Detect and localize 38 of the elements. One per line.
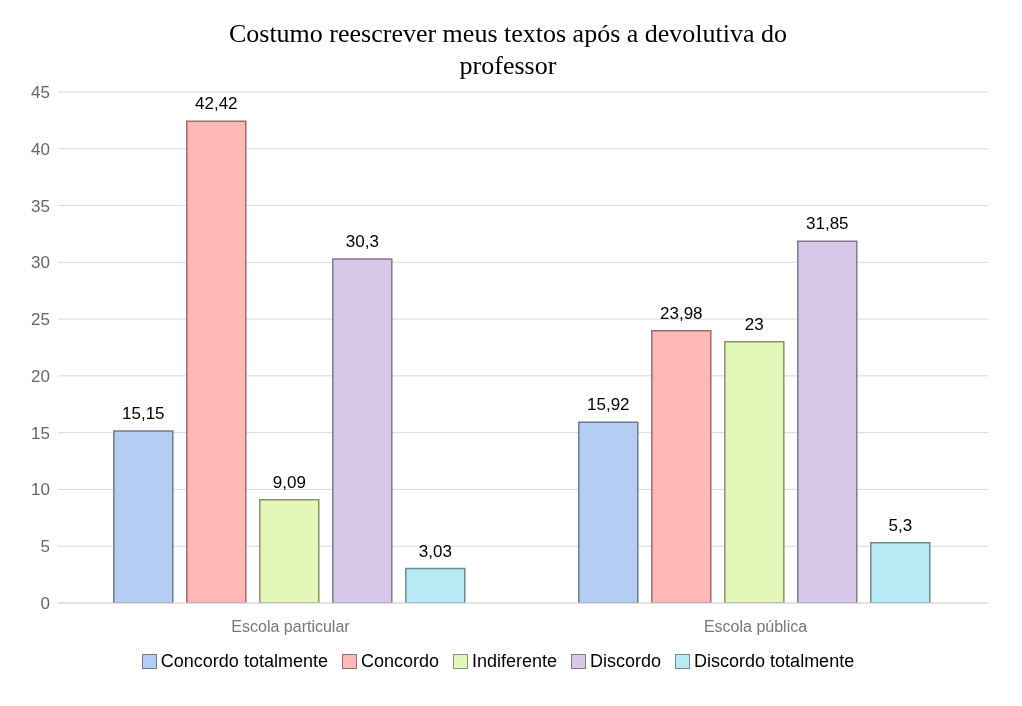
data-label: 9,09 xyxy=(272,472,306,492)
bar xyxy=(405,567,466,603)
legend-label: Discordo totalmente xyxy=(693,651,855,672)
bar xyxy=(259,499,320,603)
y-tick-label: 40 xyxy=(31,139,50,159)
y-tick-label: 30 xyxy=(31,253,50,273)
y-tick-label: 45 xyxy=(31,83,50,103)
data-label: 23 xyxy=(744,314,764,334)
bar xyxy=(870,542,931,603)
data-label: 15,92 xyxy=(587,395,630,415)
legend-label: Indiferente xyxy=(471,651,558,672)
x-tick-label: Escola particular xyxy=(231,618,351,636)
chart-title: Costumo reescrever meus textos após a devolutiva do professor xyxy=(227,18,789,82)
data-label: 30,3 xyxy=(345,231,379,251)
legend-label: Concordo totalmente xyxy=(159,651,328,672)
data-label: 15,15 xyxy=(122,403,165,423)
legend-label: Concordo xyxy=(359,651,439,672)
bar xyxy=(186,120,247,603)
y-tick-label: 20 xyxy=(31,366,50,386)
bar xyxy=(651,329,712,603)
bar xyxy=(578,421,639,603)
data-label: 5,3 xyxy=(888,515,913,535)
y-tick-label: 5 xyxy=(40,537,50,557)
bar xyxy=(797,240,858,603)
y-tick-label: 15 xyxy=(31,423,50,443)
data-label: 42,42 xyxy=(195,94,238,114)
y-tick-label: 10 xyxy=(31,480,50,500)
y-tick-label: 35 xyxy=(31,196,50,216)
bar xyxy=(724,341,785,603)
data-label: 31,85 xyxy=(806,214,849,234)
bar xyxy=(113,430,174,603)
bar xyxy=(332,258,393,603)
legend-label: Discordo xyxy=(589,651,662,672)
data-label: 3,03 xyxy=(418,541,452,561)
y-tick-label: 0 xyxy=(40,594,50,614)
y-tick-label: 25 xyxy=(31,310,50,330)
x-tick-label: Escola pública xyxy=(703,618,808,636)
data-label: 23,98 xyxy=(660,303,703,323)
